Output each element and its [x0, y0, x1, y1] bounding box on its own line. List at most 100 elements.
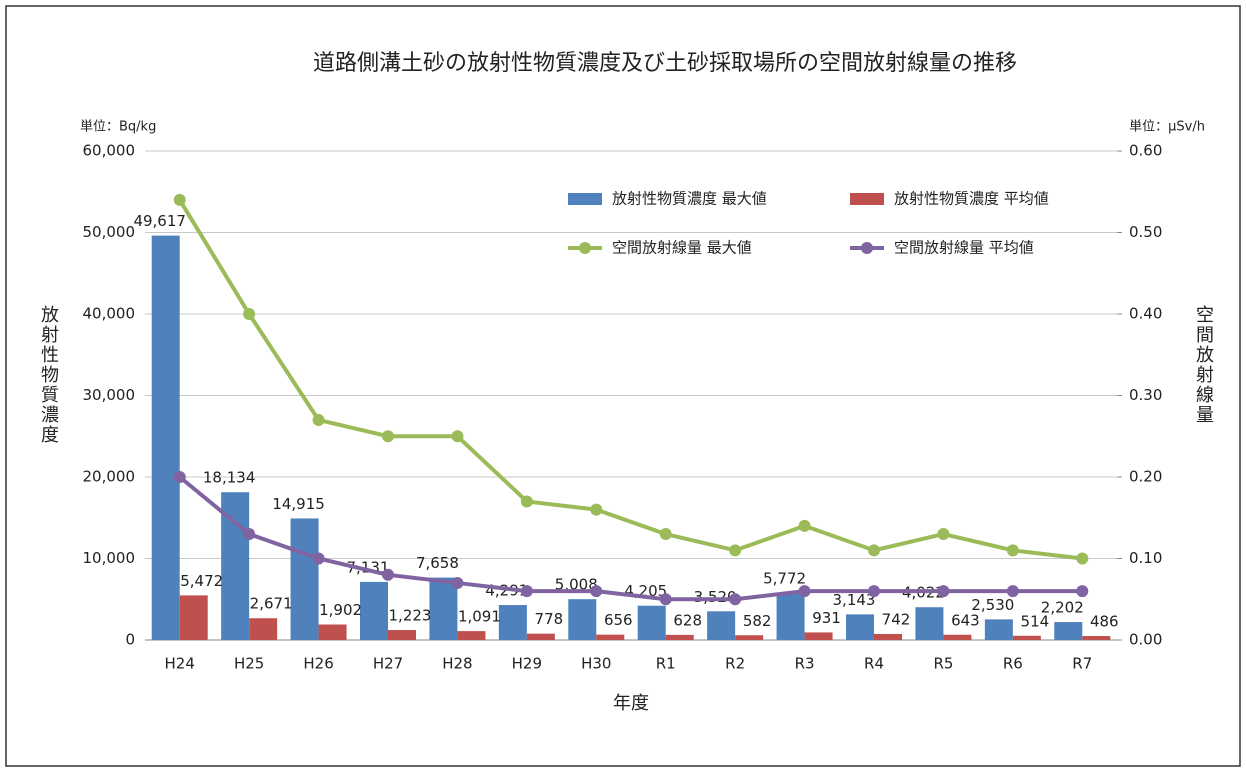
- bar: [804, 632, 833, 640]
- y-tick-label: 30,000: [83, 386, 136, 404]
- bar: [526, 633, 555, 640]
- y2-tick-label: 0.00: [1129, 631, 1162, 649]
- bar: [1012, 635, 1041, 640]
- line-point: [451, 576, 464, 589]
- bar: [846, 614, 874, 640]
- line-point: [312, 552, 325, 565]
- data-label: 582: [743, 612, 772, 630]
- legend-swatch: [861, 242, 873, 254]
- line-point: [243, 528, 256, 541]
- bar: [360, 581, 388, 640]
- y-tick-label: 20,000: [83, 468, 136, 486]
- bar: [776, 592, 805, 640]
- y-unit: 単位：Bq/kg: [80, 119, 156, 135]
- data-label: 628: [673, 611, 702, 629]
- line-point: [173, 193, 186, 206]
- line-point: [243, 308, 256, 320]
- bar: [179, 595, 208, 640]
- y-tick-label: 40,000: [83, 305, 136, 323]
- line-point: [937, 585, 950, 598]
- x-tick-label: R2: [725, 655, 745, 673]
- legend-swatch: [850, 193, 884, 205]
- y-tick-label: 60,000: [83, 142, 136, 160]
- legend-label: 空間放射線量 最大値: [612, 239, 752, 257]
- line: [178, 198, 1083, 561]
- x-tick-label: H30: [581, 655, 611, 673]
- x-tick-label: R5: [933, 655, 953, 673]
- legend-swatch: [579, 242, 591, 254]
- bar: [249, 618, 278, 640]
- data-label: 49,617: [133, 212, 186, 230]
- x-tick-label: R4: [864, 655, 884, 673]
- data-label: 643: [951, 611, 980, 629]
- x-tick-label: H27: [373, 655, 403, 673]
- bar: [637, 605, 666, 640]
- bar: [984, 619, 1013, 640]
- y-axis-title: 放射性物質濃度: [38, 305, 59, 445]
- line-point: [312, 413, 325, 426]
- x-tick-label: H29: [512, 655, 542, 673]
- y2-tick-label: 0.20: [1129, 468, 1162, 486]
- y2-tick-label: 0.50: [1129, 223, 1162, 241]
- data-label: 514: [1021, 612, 1050, 630]
- bar: [457, 631, 486, 640]
- legend-swatch: [568, 193, 602, 205]
- bar: [943, 634, 972, 640]
- line-point: [382, 430, 394, 443]
- line-point: [729, 593, 742, 606]
- x-tick-label: R3: [795, 655, 815, 673]
- line-point: [590, 503, 603, 516]
- y-tick-label: 0: [125, 631, 135, 649]
- line: [178, 475, 1083, 602]
- data-label: 778: [535, 610, 564, 628]
- data-label: 656: [604, 611, 633, 629]
- legend-label: 放射性物質濃度 平均値: [894, 190, 1049, 208]
- line-point: [173, 471, 186, 483]
- bar: [596, 634, 625, 640]
- line-point: [1006, 544, 1019, 557]
- data-label: 2,671: [250, 595, 293, 613]
- bar: [568, 599, 597, 640]
- x-axis-title: 年度: [613, 693, 649, 714]
- line-point: [937, 528, 950, 541]
- x-tick-label: H26: [303, 655, 333, 673]
- bar: [735, 635, 764, 640]
- y2-axis-title: 空間放射線量: [1193, 305, 1214, 425]
- line-point: [382, 568, 394, 581]
- line-point: [729, 544, 742, 557]
- y2-tick-label: 0.60: [1129, 142, 1162, 160]
- line-point: [451, 430, 464, 443]
- data-label: 1,091: [458, 608, 501, 626]
- data-label: 2,530: [971, 596, 1014, 614]
- data-label: 2,202: [1041, 599, 1084, 617]
- bar: [388, 630, 416, 640]
- y-tick-label: 10,000: [83, 549, 136, 567]
- data-label: 5,772: [763, 569, 806, 587]
- line-point: [1076, 552, 1089, 565]
- line-point: [590, 585, 603, 598]
- line-point: [868, 544, 880, 557]
- line-point: [1076, 585, 1089, 598]
- line-point: [520, 585, 533, 598]
- bar: [915, 607, 944, 640]
- legend-label: 空間放射線量 平均値: [894, 239, 1034, 257]
- bar: [498, 605, 527, 640]
- line-point: [798, 519, 811, 532]
- line-point: [659, 593, 672, 606]
- data-label: 486: [1090, 613, 1119, 631]
- bar: [707, 611, 736, 640]
- x-tick-label: H24: [165, 655, 195, 673]
- chart-title: 道路側溝土砂の放射性物質濃度及び土砂採取場所の空間放射線量の推移: [313, 51, 1017, 76]
- data-label: 14,915: [272, 495, 325, 513]
- y2-tick-label: 0.40: [1129, 305, 1162, 323]
- y-tick-label: 50,000: [83, 223, 136, 241]
- x-tick-label: H28: [442, 655, 472, 673]
- data-label: 742: [882, 610, 911, 628]
- data-label: 3,520: [694, 588, 737, 606]
- data-label: 18,134: [203, 469, 256, 487]
- data-label: 931: [812, 609, 841, 627]
- x-tick-label: H25: [234, 655, 264, 673]
- bar: [290, 518, 319, 640]
- line-point: [520, 495, 533, 508]
